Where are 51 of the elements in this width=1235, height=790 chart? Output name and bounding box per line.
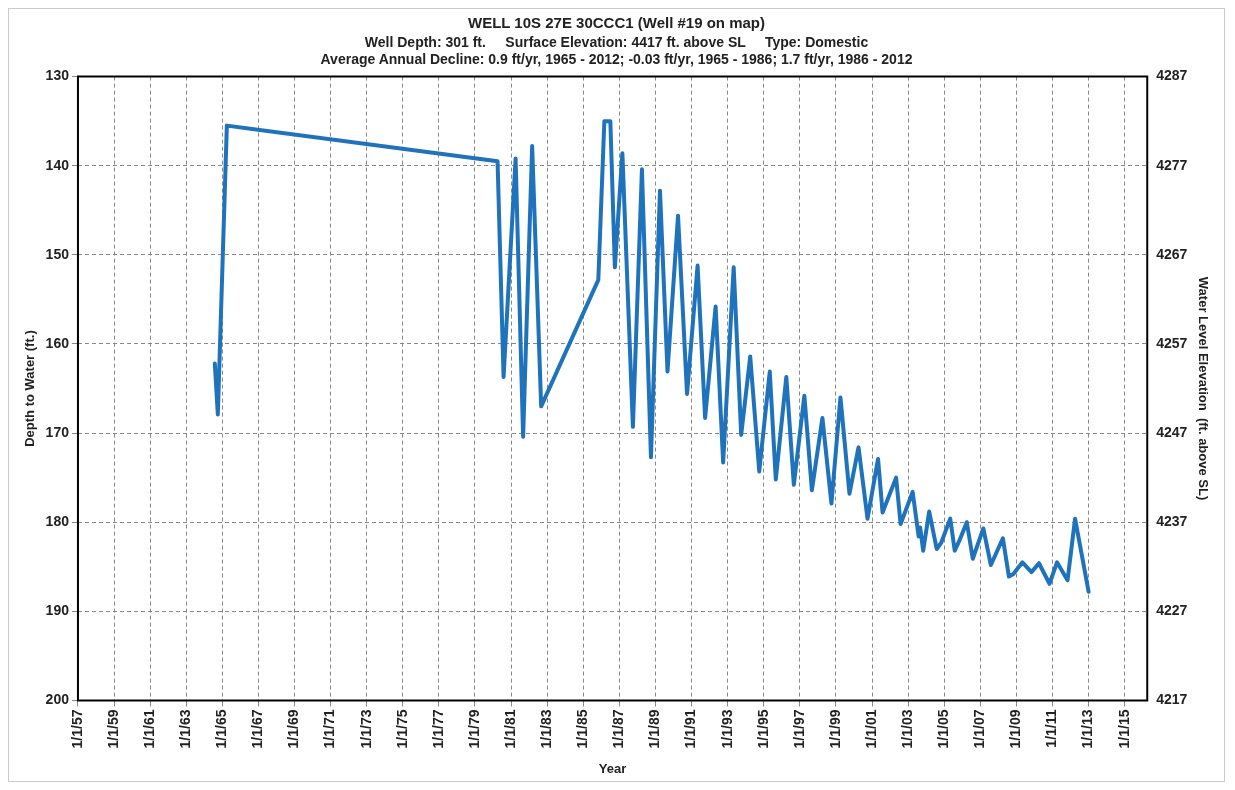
y-tick-label: 180 xyxy=(45,513,70,530)
y2-axis-title: Water Level Elevation (ft. above SL) xyxy=(1195,276,1211,501)
x-tick-label: 1/1/81 xyxy=(501,709,518,749)
x-tick-label: 1/1/05 xyxy=(935,709,952,749)
y2-tick-label: 4227 xyxy=(1156,602,1188,619)
y-tick-label: 160 xyxy=(45,334,70,351)
x-tick-label: 1/1/75 xyxy=(393,709,410,749)
x-tick-label: 1/1/85 xyxy=(574,709,591,749)
x-tick-label: 1/1/09 xyxy=(1007,709,1024,749)
x-tick-label: 1/1/15 xyxy=(1115,709,1132,749)
x-tick-label: 1/1/07 xyxy=(971,709,988,749)
x-tick-label: 1/1/65 xyxy=(213,709,230,749)
x-axis-title: Year xyxy=(598,760,627,776)
x-tick-label: 1/1/73 xyxy=(357,709,374,749)
y2-tick-label: 4257 xyxy=(1156,334,1188,351)
x-tick-label: 1/1/63 xyxy=(177,709,194,749)
x-tick-label: 1/1/61 xyxy=(141,709,158,749)
x-tick-label: 1/1/11 xyxy=(1043,709,1060,748)
y-axis-title: Depth to Water (ft.) xyxy=(22,330,38,447)
x-tick-label: 1/1/67 xyxy=(249,709,266,749)
y2-tick-label: 4287 xyxy=(1156,67,1188,84)
x-tick-label: 1/1/89 xyxy=(646,709,663,749)
chart-title: WELL 10S 27E 30CCC1 (Well #19 on map) xyxy=(467,14,766,32)
y-tick-label: 150 xyxy=(45,245,70,262)
x-tick-label: 1/1/93 xyxy=(718,709,735,749)
y2-tick-label: 4267 xyxy=(1156,245,1188,262)
y2-tick-label: 4237 xyxy=(1156,513,1188,530)
x-tick-label: 1/1/69 xyxy=(285,709,302,749)
x-tick-label: 1/1/91 xyxy=(682,709,699,749)
x-tick-label: 1/1/95 xyxy=(754,709,771,749)
y2-tick-label: 4277 xyxy=(1156,156,1188,173)
x-tick-label: 1/1/79 xyxy=(465,709,482,749)
y-tick-label: 200 xyxy=(45,691,70,708)
y-tick-label: 130 xyxy=(45,67,70,84)
x-tick-label: 1/1/01 xyxy=(862,709,879,749)
x-tick-label: 1/1/57 xyxy=(68,709,85,749)
x-tick-label: 1/1/99 xyxy=(826,709,843,749)
x-tick-label: 1/1/13 xyxy=(1079,709,1096,749)
y-tick-label: 170 xyxy=(45,423,70,440)
y2-tick-label: 4217 xyxy=(1156,691,1188,708)
y-tick-label: 190 xyxy=(45,602,70,619)
x-tick-label: 1/1/03 xyxy=(898,709,915,749)
x-tick-label: 1/1/87 xyxy=(610,709,627,749)
x-tick-label: 1/1/71 xyxy=(321,709,338,749)
x-tick-label: 1/1/97 xyxy=(790,709,807,749)
y-tick-label: 140 xyxy=(45,156,70,173)
x-tick-label: 1/1/83 xyxy=(538,709,555,749)
chart-subtitle: Well Depth: 301 ft. Surface Elevation: 4417 ft. above SL Type: Domestic Average Annual Decline: 0.9 ft/yr, 1965 - 2012; -0.03 ft/yr, 1965 - 1986; 1.7 ft/yr, 1986 - 2012 xyxy=(320,34,913,68)
x-tick-label: 1/1/59 xyxy=(104,709,121,749)
x-tick-label: 1/1/77 xyxy=(429,709,446,749)
y2-tick-label: 4247 xyxy=(1156,423,1188,440)
